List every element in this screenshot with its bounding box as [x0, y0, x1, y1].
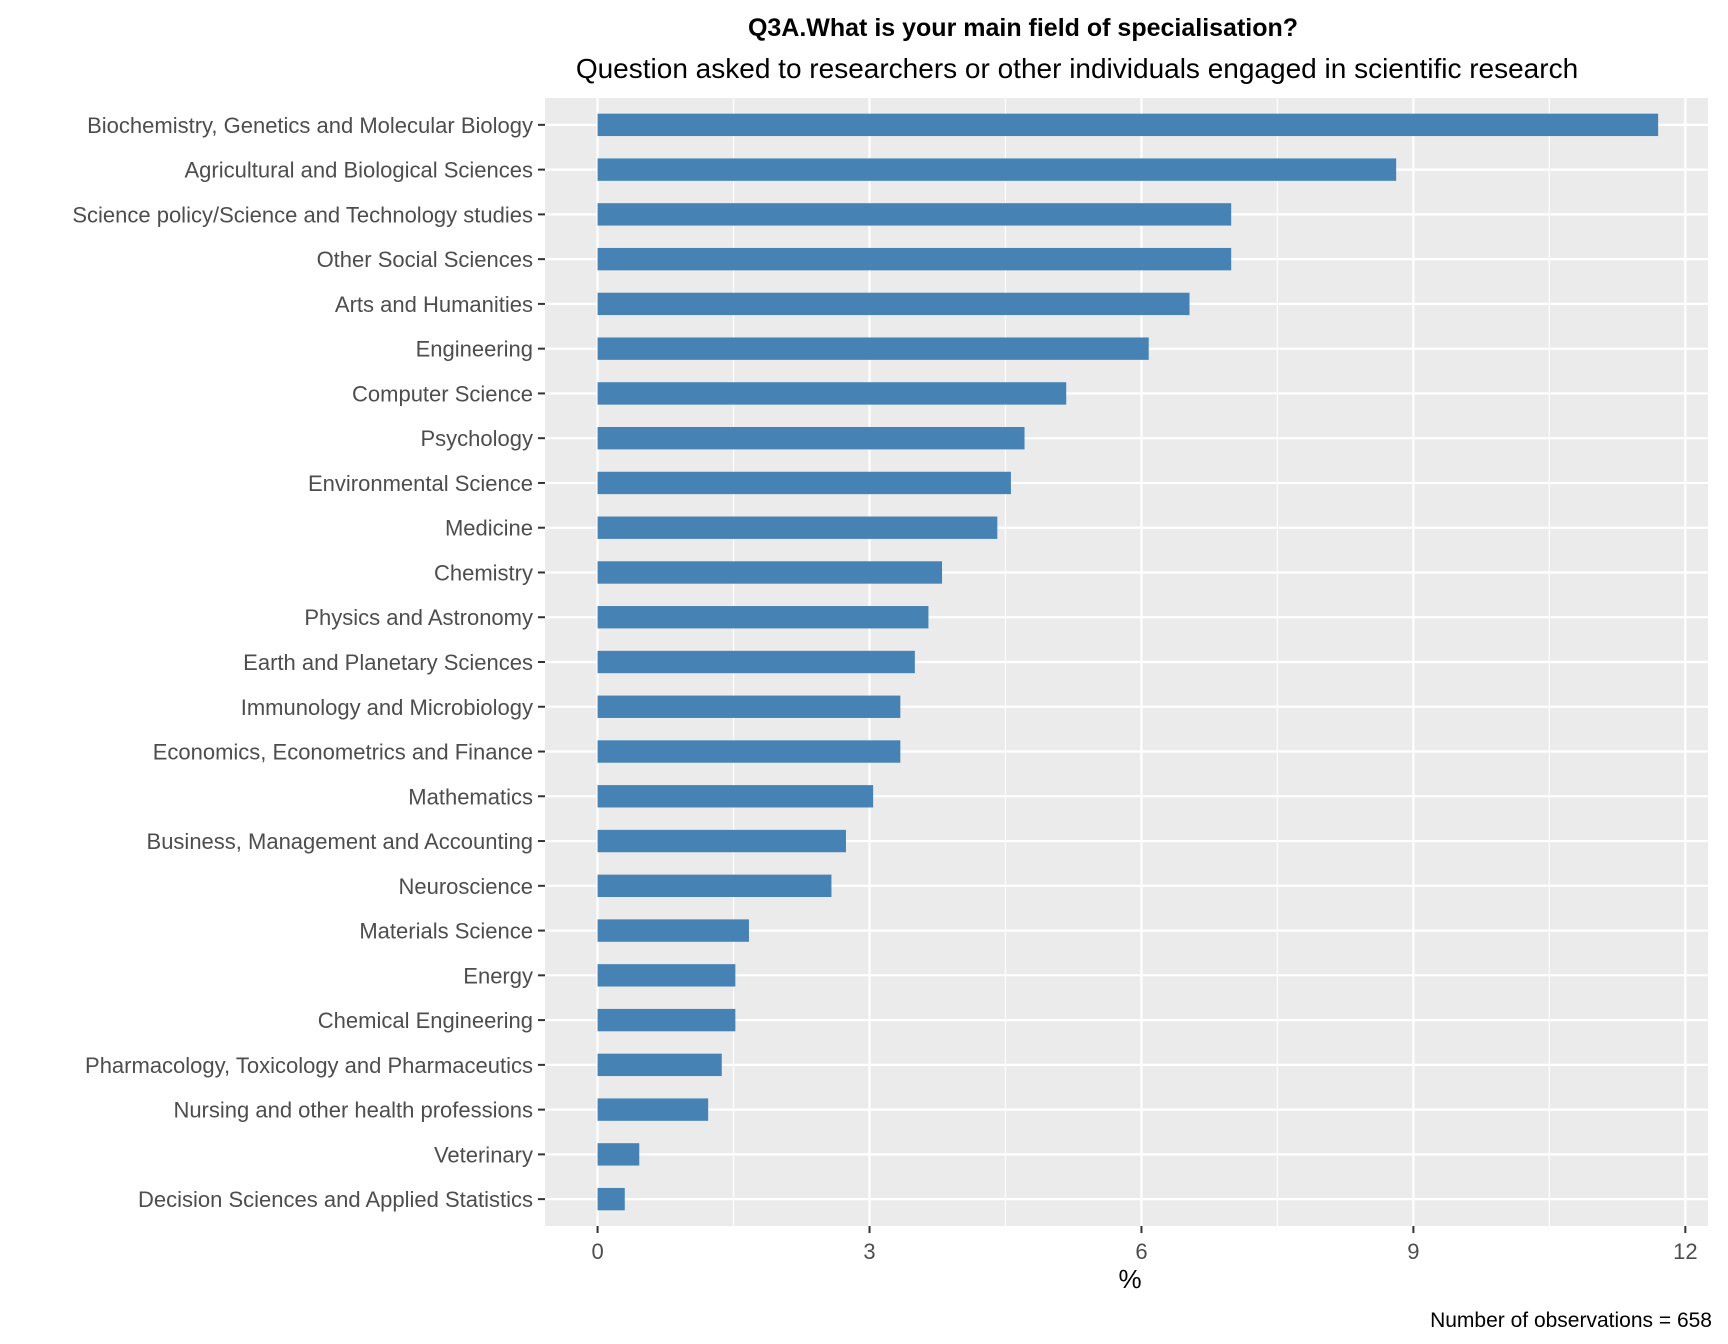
bar: [597, 427, 1025, 450]
bar: [597, 382, 1067, 405]
x-tick-label: 6: [1135, 1239, 1147, 1264]
category-label: Nursing and other health professions: [173, 1098, 533, 1123]
bar: [597, 964, 736, 987]
category-label: Energy: [463, 963, 533, 988]
bar: [597, 650, 915, 674]
x-tick-label: 0: [591, 1239, 603, 1264]
category-label: Arts and Humanities: [335, 292, 533, 317]
category-label: Neuroscience: [398, 874, 533, 899]
x-tick-label: 3: [863, 1239, 875, 1264]
bar: [597, 113, 1659, 137]
bar: [597, 1143, 640, 1166]
category-label: Chemistry: [434, 560, 533, 585]
category-label: Veterinary: [434, 1142, 533, 1167]
category-label: Agricultural and Biological Sciences: [184, 158, 533, 183]
bar: [597, 874, 832, 897]
category-label: Other Social Sciences: [317, 247, 533, 272]
category-label: Decision Sciences and Applied Statistics: [138, 1187, 533, 1212]
category-label: Computer Science: [352, 381, 533, 406]
bar: [597, 247, 1232, 271]
category-label: Materials Science: [359, 919, 533, 944]
category-label: Environmental Science: [308, 471, 533, 496]
category-label: Mathematics: [408, 784, 533, 809]
bar: [597, 1098, 709, 1121]
y-axis: Biochemistry, Genetics and Molecular Bio…: [72, 113, 545, 1212]
category-label: Science policy/Science and Technology st…: [72, 202, 533, 227]
bars: [597, 113, 1659, 1211]
category-label: Economics, Econometrics and Finance: [153, 740, 533, 765]
bar: [597, 337, 1149, 360]
category-label: Psychology: [420, 426, 533, 451]
bar: [597, 158, 1397, 181]
x-tick-label: 9: [1407, 1239, 1419, 1264]
bar: [597, 1053, 722, 1077]
bar: [597, 292, 1190, 316]
bar: [597, 785, 874, 808]
category-label: Physics and Astronomy: [304, 605, 533, 630]
bar: [597, 919, 749, 942]
x-axis-title: %: [1118, 1264, 1141, 1294]
category-label: Pharmacology, Toxicology and Pharmaceuti…: [85, 1053, 533, 1078]
category-label: Biochemistry, Genetics and Molecular Bio…: [87, 113, 533, 138]
category-label: Engineering: [416, 337, 533, 362]
chart-title: Q3A.What is your main field of specialis…: [748, 14, 1298, 42]
bar: [597, 1187, 625, 1211]
bar: [597, 695, 901, 718]
category-label: Medicine: [445, 516, 533, 541]
bar: [597, 471, 1011, 495]
chart-subtitle: Question asked to researchers or other i…: [576, 53, 1578, 84]
observations-caption: Number of observations = 658: [1430, 1309, 1712, 1332]
category-label: Earth and Planetary Sciences: [243, 650, 533, 675]
category-label: Chemical Engineering: [318, 1008, 533, 1033]
bar: [597, 561, 943, 584]
x-axis: 0 3 6 9 12: [591, 1226, 1698, 1264]
category-label: Immunology and Microbiology: [241, 695, 533, 720]
bar: [597, 516, 998, 539]
bar: [597, 1008, 736, 1032]
x-tick-label: 12: [1673, 1239, 1697, 1264]
bar: [597, 606, 929, 629]
category-label: Business, Management and Accounting: [147, 829, 533, 854]
bar: [597, 203, 1232, 226]
bar: [597, 740, 901, 763]
bar: [597, 829, 846, 853]
